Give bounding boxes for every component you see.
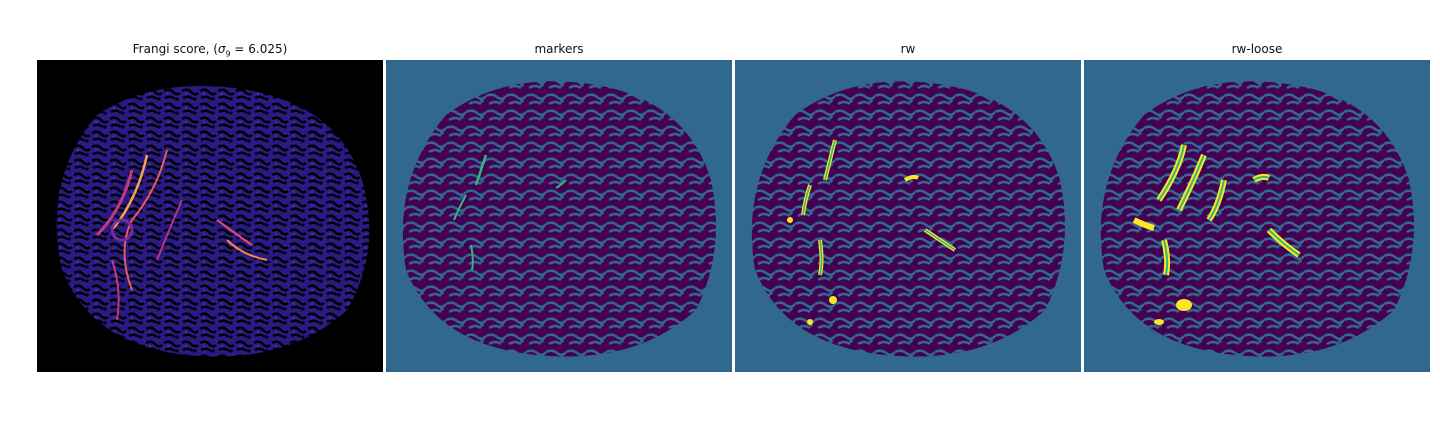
panel-title-frangi: Frangi score, (σ9 = 6.025)	[132, 42, 288, 59]
panel-title-markers: markers	[534, 42, 584, 56]
frangi-score-image	[37, 60, 383, 372]
rw-image	[735, 60, 1081, 372]
panel-title-rw: rw	[900, 42, 916, 56]
rw-loose-image	[1084, 60, 1430, 372]
markers-image	[386, 60, 732, 372]
panel-title-rw-loose: rw-loose	[1231, 42, 1283, 56]
